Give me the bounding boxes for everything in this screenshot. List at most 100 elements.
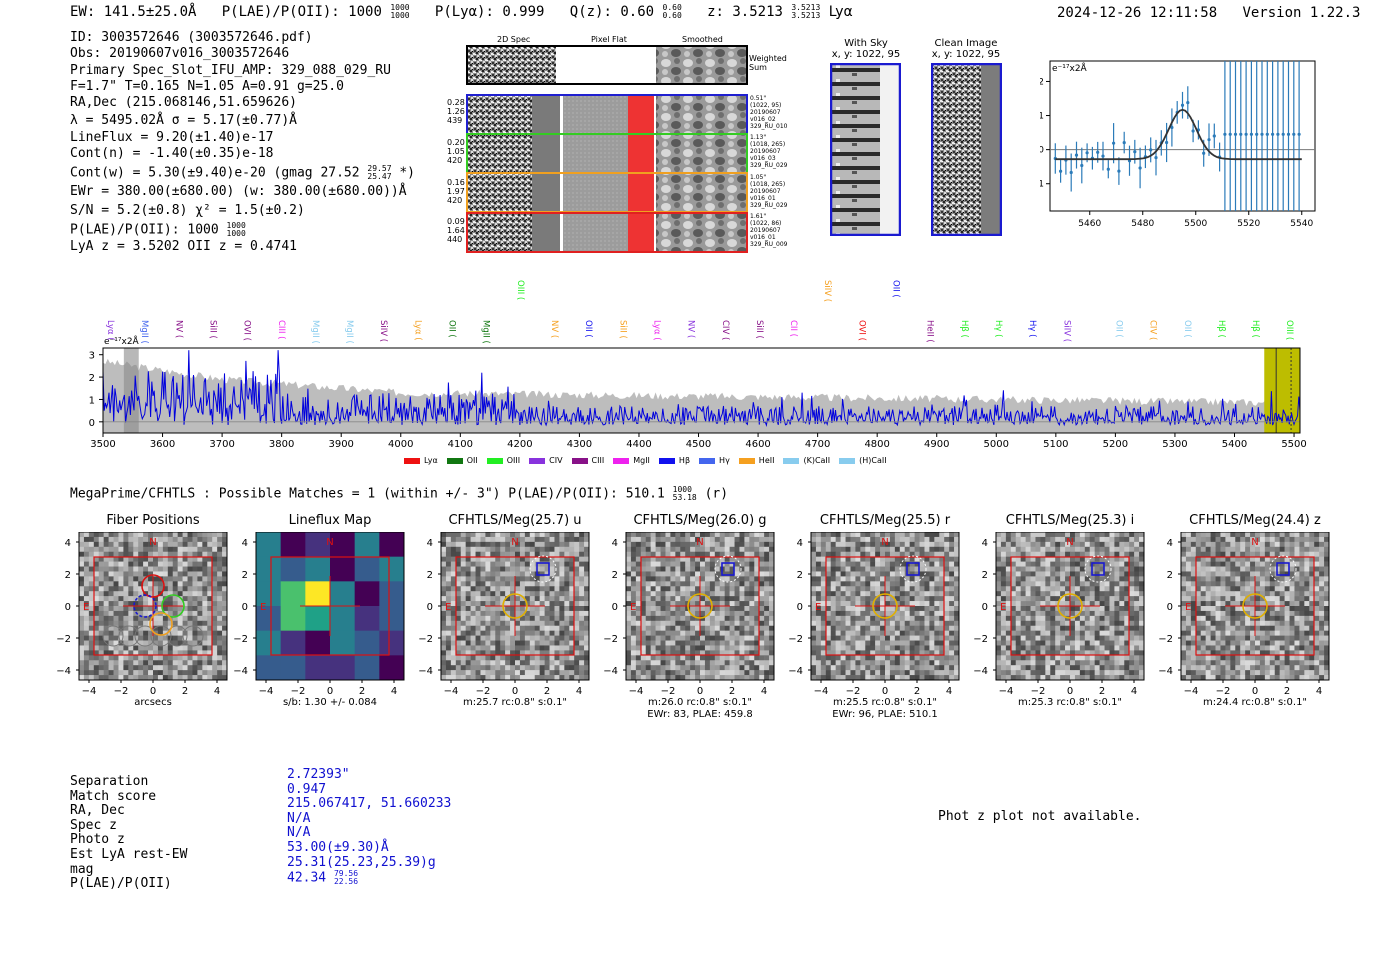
pixel	[212, 655, 218, 661]
pixel	[1084, 556, 1091, 562]
pixel	[460, 660, 466, 666]
pixel	[675, 645, 681, 651]
pixel	[889, 591, 896, 597]
pixel	[934, 610, 940, 617]
pixel	[1124, 670, 1130, 676]
pixel	[949, 591, 955, 597]
pixel	[559, 645, 565, 651]
pixel	[118, 650, 124, 656]
pixel	[1089, 610, 1095, 617]
pixel	[919, 660, 925, 666]
pixel	[830, 645, 836, 651]
pixel	[744, 660, 750, 666]
panel-title: Lineflux Map	[288, 513, 372, 528]
pixel	[744, 645, 750, 651]
pixel	[840, 615, 846, 622]
pixel	[1040, 571, 1046, 577]
spectrum-xtick-label: 4400	[626, 439, 651, 450]
pixel	[714, 670, 721, 676]
aperture-box	[270, 556, 390, 656]
pixel	[524, 551, 531, 557]
pixel	[98, 620, 104, 627]
pixel	[108, 625, 114, 631]
pixel	[855, 630, 861, 636]
pixel	[1084, 596, 1091, 602]
pixel	[217, 576, 223, 582]
pixel	[739, 596, 745, 602]
pixel	[714, 546, 721, 553]
pixel	[460, 561, 466, 567]
pixel	[1104, 541, 1110, 548]
pixel	[685, 541, 691, 548]
pixel	[460, 630, 466, 636]
pixel	[764, 601, 770, 607]
pixel	[1124, 630, 1130, 636]
pixel	[1045, 655, 1051, 661]
pixel	[475, 635, 481, 641]
pixel	[495, 571, 501, 577]
pixel	[1030, 670, 1036, 676]
fiber-row-4	[466, 212, 748, 253]
pixel	[1099, 606, 1105, 612]
pixel	[670, 606, 676, 612]
spectrum-xtick-label: 4900	[924, 439, 949, 450]
pixel	[769, 556, 775, 562]
pixel	[98, 601, 104, 607]
panel-caption-line: arcsecs	[134, 697, 172, 708]
pixel	[835, 601, 841, 607]
pixel	[860, 546, 866, 553]
pixel	[899, 670, 906, 676]
pixel	[1035, 571, 1041, 577]
pixel	[714, 576, 721, 582]
pixel	[539, 601, 545, 607]
pixel	[1074, 670, 1081, 676]
pixel	[690, 546, 696, 553]
pixel	[182, 596, 188, 602]
pixel	[1035, 615, 1041, 622]
pixel	[749, 601, 755, 607]
pixel	[1139, 541, 1145, 548]
pixel	[475, 665, 481, 671]
pixel	[515, 566, 521, 572]
pixel	[93, 596, 100, 602]
pixel	[480, 536, 486, 543]
pixel	[680, 625, 686, 631]
pixel	[1050, 556, 1056, 562]
pixel	[182, 625, 188, 631]
pixel	[860, 665, 866, 671]
pixel	[88, 536, 95, 543]
pixel	[88, 670, 95, 676]
pixel	[490, 640, 496, 646]
pixel	[815, 541, 822, 548]
pixel	[79, 670, 85, 676]
pixel	[529, 581, 536, 587]
pixel	[820, 650, 827, 656]
pixel	[870, 635, 876, 641]
pixel	[202, 650, 208, 656]
pixel	[148, 635, 154, 641]
pixel	[1129, 566, 1135, 572]
pixel	[670, 546, 676, 553]
pixel	[162, 571, 169, 577]
pixel	[734, 630, 740, 636]
pixel	[1099, 571, 1105, 577]
pixel	[83, 546, 90, 553]
pixel	[470, 675, 476, 681]
pixel	[934, 551, 940, 557]
pixel	[207, 670, 213, 676]
line-id-label: OVI (	[856, 320, 866, 341]
pixel	[685, 561, 691, 567]
pixel	[885, 670, 891, 676]
pixel	[685, 581, 691, 587]
pixel	[192, 551, 198, 557]
pixel	[1094, 581, 1100, 587]
pixel	[665, 630, 671, 636]
pixel	[162, 640, 169, 646]
pixel	[465, 561, 471, 567]
pixel	[1055, 571, 1061, 577]
pixel	[133, 566, 139, 572]
pixel	[569, 596, 575, 602]
pixel	[875, 650, 881, 656]
pixel	[640, 581, 647, 587]
pixel	[500, 576, 506, 582]
